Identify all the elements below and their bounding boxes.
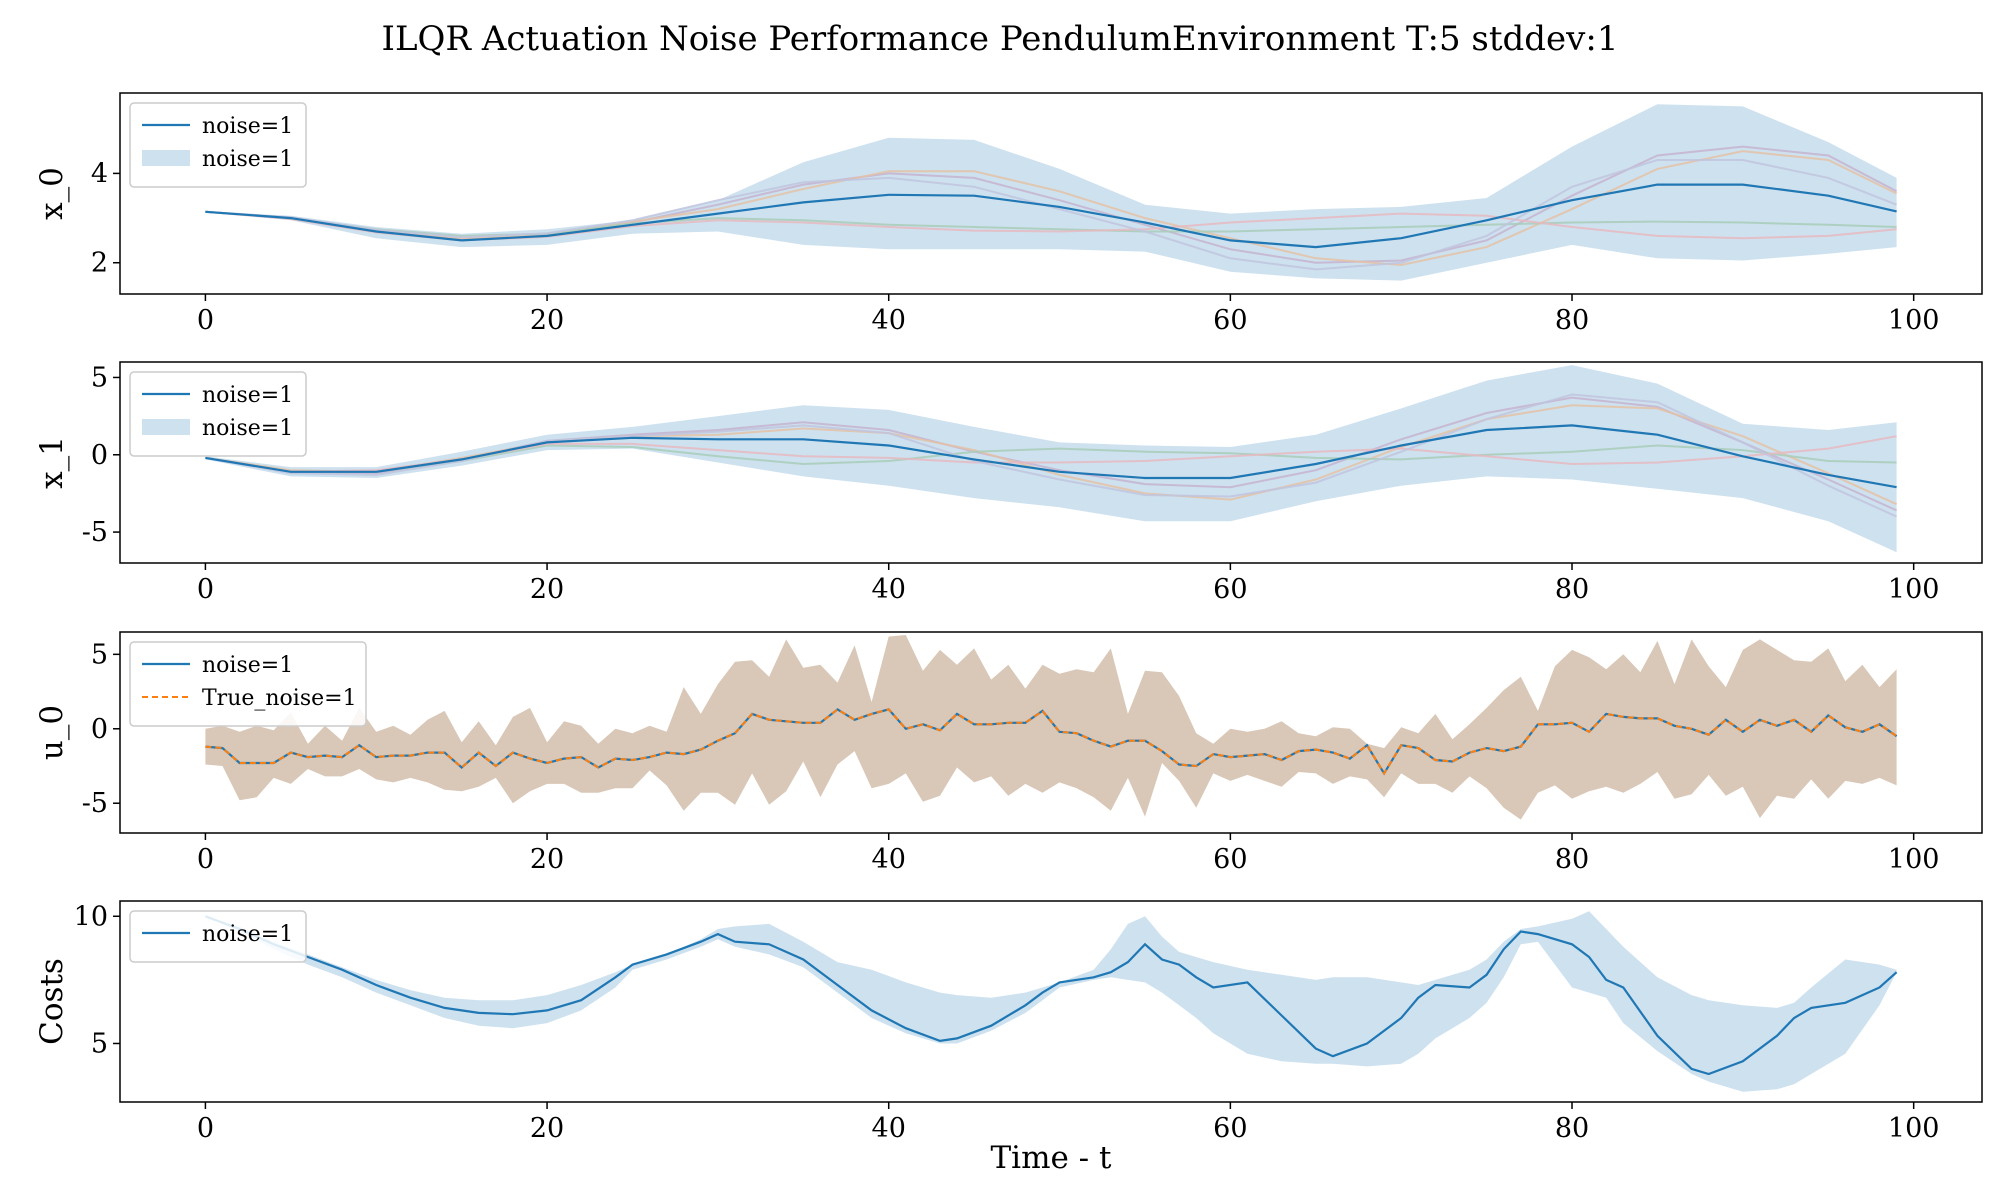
x-tick-label: 100 xyxy=(1888,574,1940,605)
legend-label: True_noise=1 xyxy=(202,686,357,711)
x-tick-label: 80 xyxy=(1555,844,1589,875)
legend-label: noise=1 xyxy=(202,922,293,947)
x-tick-label: 60 xyxy=(1213,1113,1247,1144)
y-axis-label: x_1 xyxy=(34,436,70,489)
y-tick-label: -5 xyxy=(82,517,108,548)
subplot-x-0: 0 20 40 60 80 100 2 4 x_0 noise=1 noise=1 xyxy=(34,92,1983,336)
x-tick-label: 0 xyxy=(197,1113,214,1144)
x-tick-label: 20 xyxy=(530,305,564,336)
x-tick-label: 40 xyxy=(872,305,906,336)
x-tick-label: 40 xyxy=(872,844,906,875)
plot-area xyxy=(205,365,1898,553)
legend: noise=1 xyxy=(129,910,307,963)
y-tick-label: 10 xyxy=(74,901,108,932)
mean-line xyxy=(205,915,1898,1076)
legend-band-swatch xyxy=(142,419,190,435)
legend-label: noise=1 xyxy=(202,653,293,678)
x-tick-label: 60 xyxy=(1213,844,1247,875)
mean-line xyxy=(205,183,1897,249)
axes-frame xyxy=(119,631,1983,834)
x-tick-label: 40 xyxy=(872,1113,906,1144)
x-tick-label: 0 xyxy=(197,844,214,875)
x-tick-label: 20 xyxy=(530,574,564,605)
x-tick-label: 100 xyxy=(1888,1113,1940,1144)
x-tick-label: 60 xyxy=(1213,305,1247,336)
figure-title: ILQR Actuation Noise Performance Pendulu… xyxy=(382,19,1619,59)
true-noise-line xyxy=(205,708,1898,776)
legend: noise=1 noise=1 xyxy=(129,371,307,457)
y-tick-label: 4 xyxy=(91,158,108,189)
x-axis-label: Time - t xyxy=(991,1140,1113,1176)
subplot-u-0: 0 20 40 60 80 100 -5 0 5 u_0 noise=1 True_noise=1 xyxy=(34,631,1983,875)
legend-label: noise=1 xyxy=(202,147,293,172)
y-tick-label: 5 xyxy=(91,362,108,393)
x-tick-label: 20 xyxy=(530,844,564,875)
x-tick-label: 100 xyxy=(1888,305,1940,336)
legend-label: noise=1 xyxy=(202,416,293,441)
confidence-band xyxy=(205,104,1897,281)
axes-frame xyxy=(119,900,1983,1103)
y-tick-label: -5 xyxy=(82,788,108,819)
legend-label: noise=1 xyxy=(202,383,293,408)
plot-area xyxy=(205,911,1898,1092)
confidence-band xyxy=(205,635,1897,820)
y-tick-label: 2 xyxy=(91,248,108,279)
y-tick-label: 5 xyxy=(91,639,108,670)
legend: noise=1 noise=1 xyxy=(129,102,307,188)
mean-line xyxy=(205,424,1897,489)
y-tick-label: 0 xyxy=(91,440,108,471)
y-axis-label: x_0 xyxy=(34,167,70,220)
confidence-band xyxy=(205,365,1897,553)
x-tick-label: 0 xyxy=(197,305,214,336)
plot-area xyxy=(205,635,1898,820)
legend: noise=1 True_noise=1 xyxy=(129,641,367,727)
x-tick-label: 100 xyxy=(1888,844,1940,875)
confidence-band xyxy=(205,911,1897,1092)
x-tick-label: 0 xyxy=(197,574,214,605)
x-tick-label: 40 xyxy=(872,574,906,605)
x-tick-label: 80 xyxy=(1555,574,1589,605)
y-tick-label: 0 xyxy=(91,714,108,745)
y-axis-label: u_0 xyxy=(34,705,70,760)
subplot-x-1: 0 20 40 60 80 100 -5 0 5 x_1 noise=1 noise=1 xyxy=(34,361,1983,605)
axes-frame xyxy=(119,92,1983,295)
sample-trajectory-2 xyxy=(205,150,1898,267)
x-tick-label: 80 xyxy=(1555,305,1589,336)
y-tick-label: 5 xyxy=(91,1028,108,1059)
axes-frame xyxy=(119,361,1983,564)
x-tick-label: 80 xyxy=(1555,1113,1589,1144)
sample-trajectory-3 xyxy=(205,444,1897,473)
legend-box xyxy=(129,910,307,963)
y-axis-label: Costs xyxy=(34,958,70,1045)
legend-label: noise=1 xyxy=(202,114,293,139)
x-tick-label: 60 xyxy=(1213,574,1247,605)
plot-area xyxy=(205,104,1898,281)
legend-band-swatch xyxy=(142,150,190,166)
sample-trajectory-5 xyxy=(205,159,1897,271)
x-tick-label: 20 xyxy=(530,1113,564,1144)
